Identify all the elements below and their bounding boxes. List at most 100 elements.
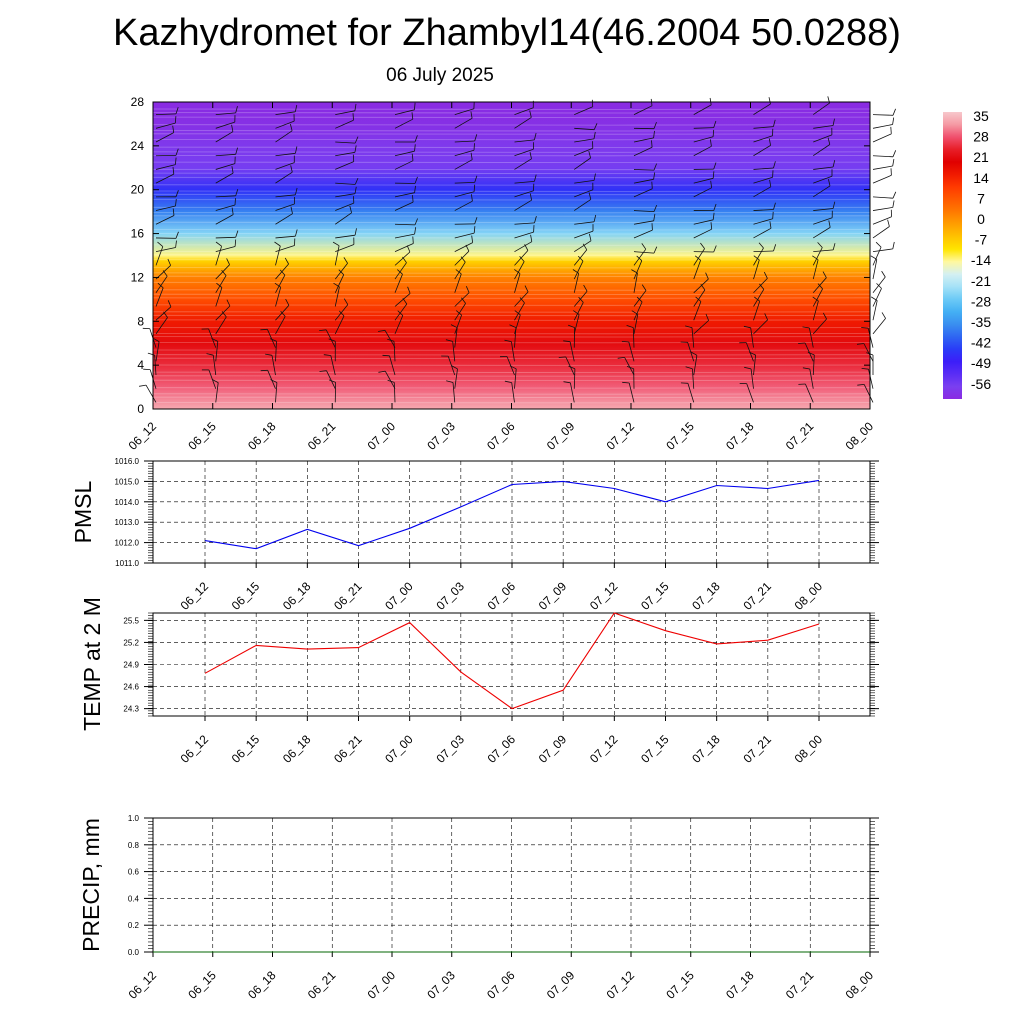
wind-barb-shaft bbox=[215, 195, 236, 198]
wind-barb bbox=[753, 313, 768, 335]
wind-barb-flag bbox=[279, 269, 286, 276]
x-tick-label: 06_12 bbox=[178, 732, 212, 766]
wind-barb-shaft bbox=[753, 126, 774, 129]
wind-barb-shaft bbox=[753, 218, 773, 225]
wind-barb-shaft bbox=[394, 109, 415, 115]
wind-barb-shaft bbox=[215, 163, 236, 170]
wind-barb bbox=[514, 183, 535, 198]
wind-barb-flag bbox=[807, 351, 815, 356]
wind-barb-shaft bbox=[384, 371, 396, 389]
x-tick-label: 07_21 bbox=[740, 732, 774, 766]
wind-barb-shaft bbox=[155, 246, 164, 266]
wind-barb-shaft bbox=[335, 193, 356, 198]
wind-barb-shaft bbox=[753, 176, 773, 184]
colorbar-label: -14 bbox=[971, 252, 991, 268]
wind-barb bbox=[514, 285, 529, 307]
wind-barb-shaft bbox=[753, 145, 771, 157]
wind-barb-flag bbox=[174, 116, 177, 124]
wind-barb bbox=[693, 120, 717, 129]
wind-barb-shaft bbox=[215, 172, 234, 184]
wind-barb-shaft bbox=[394, 150, 415, 157]
x-tick-label: 06_18 bbox=[280, 579, 314, 613]
wind-barb-shaft bbox=[155, 113, 177, 116]
wind-barb-flag bbox=[578, 296, 584, 303]
wind-barb-shaft bbox=[809, 327, 814, 348]
wind-barb bbox=[693, 313, 709, 335]
wind-barb-shaft bbox=[334, 245, 340, 266]
wind-barb-shaft bbox=[805, 383, 814, 403]
wind-barb-flag bbox=[892, 150, 897, 157]
wind-barb bbox=[753, 128, 774, 143]
wind-barb bbox=[633, 181, 653, 198]
wind-barb-shaft bbox=[812, 354, 815, 376]
wind-barb bbox=[454, 269, 462, 293]
wind-barb-flag bbox=[471, 194, 473, 202]
wind-barb bbox=[215, 299, 231, 321]
wind-barb-flag bbox=[451, 365, 458, 370]
wind-barb bbox=[215, 115, 236, 129]
wind-barb-shaft bbox=[275, 287, 282, 307]
wind-barb bbox=[693, 180, 712, 198]
wind-barb-flag bbox=[768, 97, 771, 105]
wind-barb-flag bbox=[172, 167, 175, 175]
wind-barb-shaft bbox=[514, 117, 532, 129]
wind-barb bbox=[813, 169, 833, 184]
wind-barb-flag bbox=[235, 105, 238, 114]
wind-barb bbox=[155, 116, 177, 129]
wind-barb bbox=[872, 241, 882, 266]
wind-barb-shaft bbox=[573, 260, 584, 280]
wind-barb bbox=[215, 258, 230, 280]
wind-barb-shaft bbox=[574, 230, 594, 239]
chart-title: Kazhydromet for Zhambyl14(46.2004 50.028… bbox=[113, 12, 901, 54]
wind-barb bbox=[201, 328, 217, 348]
wind-barb-shaft bbox=[514, 302, 525, 321]
wind-barb-flag bbox=[857, 384, 865, 386]
wind-barb bbox=[265, 353, 276, 376]
wind-barb-shaft bbox=[514, 368, 517, 389]
wind-barb-flag bbox=[832, 201, 836, 209]
wind-barb bbox=[319, 370, 336, 389]
wind-barb bbox=[394, 135, 418, 143]
wind-barb bbox=[454, 175, 478, 184]
colorbar-label: 14 bbox=[973, 170, 989, 186]
wind-barb-flag bbox=[881, 270, 886, 278]
wind-barb-shaft bbox=[511, 341, 515, 362]
wind-barb-flag bbox=[875, 241, 882, 248]
wind-barb-shaft bbox=[394, 251, 411, 266]
wind-barb-shaft bbox=[514, 148, 534, 157]
wind-barb-flag bbox=[235, 230, 239, 238]
wind-barb-flag bbox=[414, 135, 418, 143]
wind-barb-flag bbox=[621, 341, 629, 343]
wind-barb-flag bbox=[712, 212, 715, 220]
wind-barb-shaft bbox=[863, 384, 874, 403]
wind-barb-shaft bbox=[334, 274, 345, 293]
wind-barb bbox=[574, 99, 594, 115]
wind-barb-shaft bbox=[155, 306, 172, 321]
wind-barb bbox=[335, 145, 357, 157]
wind-barb-shaft bbox=[872, 216, 892, 225]
wind-barb-shaft bbox=[693, 228, 712, 239]
wind-barb-shaft bbox=[872, 226, 890, 239]
wind-barb-flag bbox=[406, 245, 411, 253]
wind-barb-shaft bbox=[872, 174, 892, 184]
wind-barb-flag bbox=[509, 324, 517, 328]
x-tick-label: 07_06 bbox=[485, 579, 519, 613]
x-tick-label: 07_06 bbox=[484, 419, 518, 453]
panel-frame bbox=[152, 612, 871, 717]
colorbar-label: -56 bbox=[971, 376, 991, 392]
wind-barb-shaft bbox=[514, 273, 521, 293]
wind-barb-shaft bbox=[633, 290, 647, 307]
wind-barb-shaft bbox=[335, 119, 354, 129]
wind-barb-shaft bbox=[155, 164, 176, 170]
colorbar-label: -49 bbox=[971, 355, 991, 371]
wind-barb-flag bbox=[231, 207, 234, 215]
wind-barb-flag bbox=[221, 269, 227, 276]
wind-barb bbox=[633, 284, 647, 307]
wind-barb-shaft bbox=[215, 287, 223, 307]
y-tick-label: 28 bbox=[131, 95, 145, 109]
wind-barb-shaft bbox=[334, 315, 345, 335]
wind-barb-shaft bbox=[574, 180, 595, 184]
wind-barb bbox=[753, 161, 776, 170]
wind-barb-flag bbox=[269, 338, 277, 342]
x-tick-label: 06_15 bbox=[229, 732, 263, 766]
